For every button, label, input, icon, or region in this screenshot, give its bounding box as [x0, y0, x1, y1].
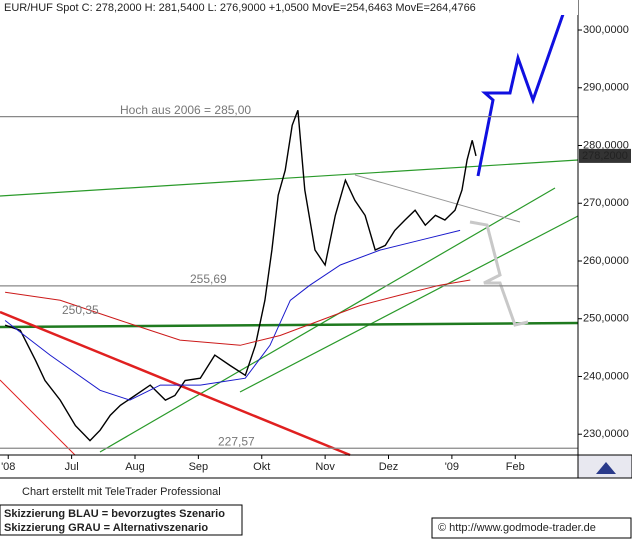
- y-tick-label: 230,0000: [583, 428, 629, 440]
- icon: [596, 462, 616, 474]
- y-tick-label: 250,0000: [583, 313, 629, 325]
- series-line: [5, 279, 471, 346]
- x-tick-label: Feb: [506, 461, 525, 473]
- y-tick-label: 240,0000: [583, 370, 629, 382]
- support-line: [0, 321, 579, 329]
- x-tick-label: Dez: [379, 461, 399, 473]
- x-tick-label: '08: [1, 461, 15, 473]
- x-tick-label: Sep: [189, 461, 209, 473]
- legend-box: [0, 504, 243, 536]
- plot-area: [0, 0, 579, 457]
- trend-line: [0, 159, 579, 197]
- series-line: [4, 229, 461, 401]
- copyright: © http://www.godmode-trader.de: [438, 522, 596, 534]
- y-tick-label: 290,0000: [583, 82, 629, 94]
- y-tick-label: 280,0000: [583, 139, 629, 151]
- blue-scenario: [476, 0, 570, 177]
- price-box: [579, 148, 631, 163]
- down-trend: [0, 310, 351, 457]
- x-tick-label: Nov: [315, 461, 335, 473]
- down-trend: [0, 379, 76, 456]
- trend-line: [239, 215, 579, 393]
- x-tick-label: Aug: [125, 461, 145, 473]
- y-tick-label: 300,0000: [583, 24, 629, 36]
- header-bg: [0, 0, 578, 15]
- price-label: 278,2000: [582, 150, 628, 162]
- series-line: [4, 110, 477, 442]
- credit: Chart erstellt mit TeleTrader Profession…: [22, 486, 221, 498]
- level-label: 255,69: [190, 272, 227, 286]
- trend-line: [99, 187, 556, 453]
- trend-line: [354, 174, 521, 223]
- legend-blue: Skizzierung BLAU = bevorzugtes Szenario: [4, 508, 225, 520]
- x-tick-label: Jul: [65, 461, 79, 473]
- level-label: 227,57: [218, 434, 255, 448]
- header: EUR/HUF Spot C: 278,2000 H: 281,5400 L: …: [4, 2, 476, 14]
- annotation: 250,35: [62, 303, 99, 317]
- copyright-box: [431, 517, 632, 539]
- y-tick-label: 270,0000: [583, 197, 629, 209]
- y-tick-label: 260,0000: [583, 255, 629, 267]
- level-label: Hoch aus 2006 = 285,00: [120, 103, 251, 117]
- x-tick-label: '09: [445, 461, 459, 473]
- x-tick-label: Okt: [253, 461, 270, 473]
- legend-gray: Skizzierung GRAU = Alternativszenario: [4, 522, 208, 534]
- gray-scenario: [469, 220, 529, 327]
